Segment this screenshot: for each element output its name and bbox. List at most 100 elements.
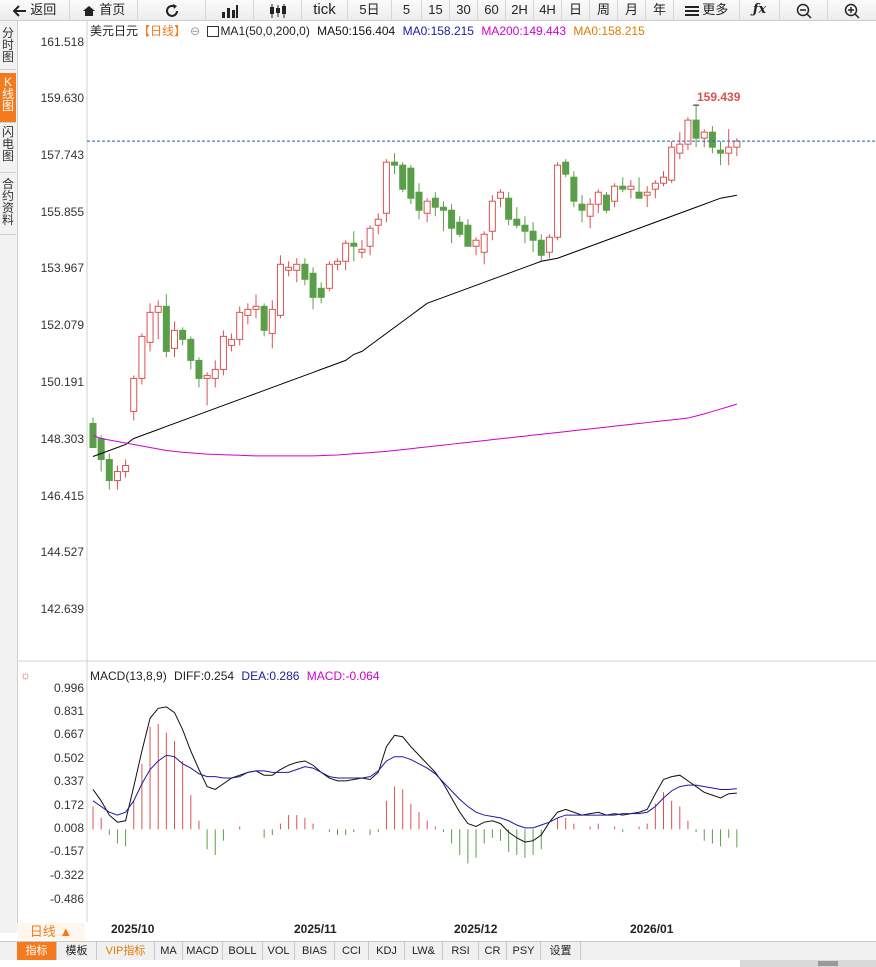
period-year[interactable]: 年: [646, 0, 674, 20]
macd-value: MACD:-0.064: [306, 669, 380, 683]
candle-body: [105, 459, 113, 482]
refresh-button[interactable]: [138, 0, 206, 20]
ma0b-value: MA0:158.215: [573, 24, 645, 38]
indicator-tab-bar: 指标 模板 VIP指标 MA MACD BOLL VOL BIAS CCI KD…: [0, 941, 876, 960]
candle-body: [554, 164, 562, 238]
side-tab-kline[interactable]: K线图: [0, 73, 16, 123]
candle-body: [423, 200, 431, 214]
tab-psy[interactable]: PSY: [507, 942, 541, 960]
period-4h[interactable]: 4H: [534, 0, 562, 20]
period-month[interactable]: 月: [618, 0, 646, 20]
price-tick: 148.303: [40, 432, 84, 446]
candle-body: [602, 194, 610, 211]
macd-tick: -0.486: [49, 892, 84, 906]
candle-body: [733, 140, 741, 148]
candle-body: [382, 161, 390, 214]
tab-ma[interactable]: MA: [155, 942, 183, 960]
tab-template[interactable]: 模板: [57, 942, 97, 960]
candle-body: [456, 221, 464, 235]
tick-button[interactable]: tick: [302, 0, 348, 20]
candle-body: [203, 374, 211, 379]
horizontal-scrollbar[interactable]: [740, 960, 876, 967]
back-button[interactable]: 返回: [0, 0, 70, 20]
period-week[interactable]: 周: [590, 0, 618, 20]
menu-icon: [684, 5, 699, 16]
tab-cci[interactable]: CCI: [335, 942, 369, 960]
formula-button[interactable]: ƒx: [740, 0, 780, 20]
indicator-icon[interactable]: [207, 26, 220, 38]
tab-kdj[interactable]: KDJ: [369, 942, 405, 960]
candle-body: [431, 197, 439, 208]
candlestick-button[interactable]: [254, 0, 302, 20]
zoom-out-icon: [796, 3, 812, 19]
tab-cr[interactable]: CR: [479, 942, 507, 960]
price-tick: 157.743: [40, 148, 84, 162]
candle-body: [211, 368, 219, 379]
more-button[interactable]: 更多: [674, 0, 740, 20]
ma0-value: MA0:158.215: [402, 24, 474, 38]
candle-body: [611, 185, 619, 202]
candle-body: [268, 308, 276, 334]
tab-bias[interactable]: BIAS: [295, 942, 335, 960]
price-tick: 142.639: [40, 602, 84, 616]
candle-body: [505, 197, 513, 220]
period-day[interactable]: 日: [562, 0, 590, 20]
tab-vip-indicators[interactable]: VIP指标: [97, 942, 155, 960]
chart-type-button[interactable]: [206, 0, 254, 20]
macd-tick: 0.996: [53, 681, 84, 695]
tab-indicators[interactable]: 指标: [17, 942, 57, 960]
candle-body: [138, 335, 146, 379]
candle-body: [350, 242, 358, 247]
period-15[interactable]: 15: [422, 0, 450, 20]
side-tab-timeshare[interactable]: 分时图: [0, 24, 16, 70]
scrollbar-thumb[interactable]: [818, 961, 838, 966]
tab-vol[interactable]: VOL: [263, 942, 295, 960]
tab-lw[interactable]: LW&: [405, 942, 443, 960]
period-60[interactable]: 60: [478, 0, 506, 20]
home-button[interactable]: 首页: [70, 0, 138, 20]
macd-tick: 0.008: [53, 821, 84, 835]
candle-body: [325, 263, 333, 289]
home-label: 首页: [99, 2, 126, 17]
macd-tick: 0.502: [53, 751, 84, 765]
zoom-in-button[interactable]: [828, 0, 876, 20]
tab-macd[interactable]: MACD: [183, 942, 223, 960]
candle-body: [276, 263, 284, 316]
macd-settings-icon[interactable]: ☼: [20, 668, 31, 682]
side-tab-bar: 分时图 K线图 闪电图 合约资料: [0, 21, 18, 933]
ma50-value: MA50:156.404: [317, 24, 396, 38]
candle-body: [439, 206, 447, 211]
zoom-in-icon: [844, 3, 860, 19]
period-5day[interactable]: 5日: [348, 0, 392, 20]
candle-body: [570, 176, 578, 202]
candle-body: [228, 338, 236, 346]
candle-body: [562, 161, 570, 175]
period-toggle-icon[interactable]: ⊖: [190, 24, 201, 38]
tab-rsi[interactable]: RSI: [443, 942, 479, 960]
price-tick: 153.967: [40, 261, 84, 275]
candle-body: [472, 239, 480, 247]
period-2h[interactable]: 2H: [506, 0, 534, 20]
side-tab-flash[interactable]: 闪电图: [0, 123, 16, 173]
date-label: 2025/12: [454, 922, 498, 936]
candle-body: [635, 191, 643, 199]
period-30[interactable]: 30: [450, 0, 478, 20]
candle-body: [676, 143, 684, 154]
macd-legend: MACD(13,8,9) DIFF:0.254 DEA:0.286 MACD:-…: [90, 669, 384, 683]
candle-body: [162, 305, 170, 352]
tab-settings[interactable]: 设置: [541, 942, 581, 960]
side-tab-contract[interactable]: 合约资料: [0, 175, 16, 235]
price-tick: 161.518: [40, 35, 84, 49]
tab-boll[interactable]: BOLL: [223, 942, 263, 960]
price-tick: 152.079: [40, 318, 84, 332]
candle-body: [521, 224, 529, 232]
candle-body: [586, 203, 594, 217]
candle-body: [488, 200, 496, 232]
period-5[interactable]: 5: [392, 0, 422, 20]
candle-body: [366, 227, 374, 247]
zoom-out-button[interactable]: [780, 0, 828, 20]
candle-body: [171, 329, 178, 349]
price-tick: 146.415: [40, 489, 84, 503]
period-selector-tab[interactable]: 日线 ▲: [17, 923, 85, 941]
